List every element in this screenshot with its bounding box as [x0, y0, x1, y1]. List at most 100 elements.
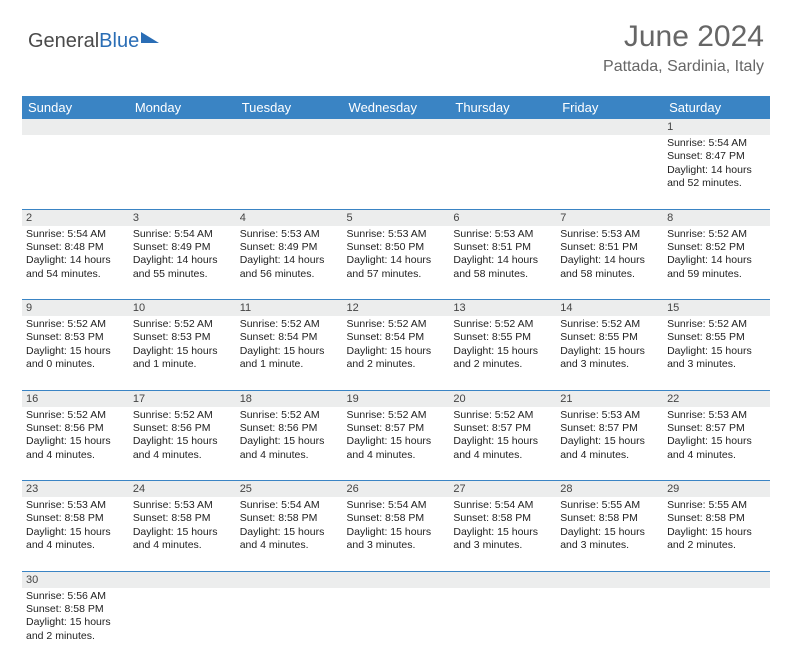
day-number-cell: 27 — [449, 481, 556, 498]
day-number-cell: 1 — [663, 119, 770, 135]
empty-cell — [449, 135, 556, 209]
day-cell: Sunrise: 5:53 AMSunset: 8:57 PMDaylight:… — [663, 407, 770, 481]
week-row: Sunrise: 5:54 AMSunset: 8:48 PMDaylight:… — [22, 226, 770, 300]
day-number: 20 — [449, 391, 556, 407]
day-cell: Sunrise: 5:52 AMSunset: 8:56 PMDaylight:… — [129, 407, 236, 481]
day-number: 24 — [129, 481, 236, 497]
sunset-text: Sunset: 8:49 PM — [133, 241, 232, 254]
day-number-cell: 26 — [343, 481, 450, 498]
day-cell: Sunrise: 5:54 AMSunset: 8:49 PMDaylight:… — [129, 226, 236, 300]
location-subtitle: Pattada, Sardinia, Italy — [28, 58, 764, 76]
sunset-text: Sunset: 8:58 PM — [667, 512, 766, 525]
sunset-text: Sunset: 8:48 PM — [26, 241, 125, 254]
day-number-row: 23242526272829 — [22, 481, 770, 498]
sunset-text: Sunset: 8:56 PM — [26, 422, 125, 435]
day-number: 25 — [236, 481, 343, 497]
week-row: Sunrise: 5:53 AMSunset: 8:58 PMDaylight:… — [22, 497, 770, 571]
day-number-cell — [236, 119, 343, 135]
daylight-text: Daylight: 15 hours and 2 minutes. — [667, 526, 766, 553]
day-cell: Sunrise: 5:53 AMSunset: 8:58 PMDaylight:… — [129, 497, 236, 571]
sunset-text: Sunset: 8:58 PM — [133, 512, 232, 525]
day-number-cell: 20 — [449, 390, 556, 407]
daylight-text: Daylight: 14 hours and 52 minutes. — [667, 164, 766, 191]
sunset-text: Sunset: 8:49 PM — [240, 241, 339, 254]
sunset-text: Sunset: 8:56 PM — [133, 422, 232, 435]
sunset-text: Sunset: 8:58 PM — [26, 512, 125, 525]
week-row: Sunrise: 5:52 AMSunset: 8:56 PMDaylight:… — [22, 407, 770, 481]
sunset-text: Sunset: 8:54 PM — [240, 331, 339, 344]
day-number-cell — [343, 571, 450, 588]
day-number-cell — [236, 571, 343, 588]
day-cell: Sunrise: 5:54 AMSunset: 8:58 PMDaylight:… — [236, 497, 343, 571]
sunrise-text: Sunrise: 5:53 AM — [667, 409, 766, 422]
day-cell: Sunrise: 5:54 AMSunset: 8:48 PMDaylight:… — [22, 226, 129, 300]
empty-cell — [129, 135, 236, 209]
day-cell: Sunrise: 5:52 AMSunset: 8:57 PMDaylight:… — [343, 407, 450, 481]
sunrise-text: Sunrise: 5:53 AM — [453, 228, 552, 241]
daylight-text: Daylight: 15 hours and 4 minutes. — [453, 435, 552, 462]
day-header-row: Sunday Monday Tuesday Wednesday Thursday… — [22, 96, 770, 119]
day-number-cell: 8 — [663, 209, 770, 226]
day-header: Monday — [129, 96, 236, 119]
empty-cell — [556, 588, 663, 662]
sunrise-text: Sunrise: 5:55 AM — [667, 499, 766, 512]
day-number: 19 — [343, 391, 450, 407]
day-number-cell: 29 — [663, 481, 770, 498]
day-number-cell — [343, 119, 450, 135]
sunset-text: Sunset: 8:57 PM — [667, 422, 766, 435]
day-number: 1 — [663, 119, 770, 135]
day-number: 26 — [343, 481, 450, 497]
day-number-cell: 7 — [556, 209, 663, 226]
day-number: 14 — [556, 300, 663, 316]
daylight-text: Daylight: 14 hours and 54 minutes. — [26, 254, 125, 281]
daylight-text: Daylight: 14 hours and 57 minutes. — [347, 254, 446, 281]
day-number: 2 — [22, 210, 129, 226]
sunrise-text: Sunrise: 5:52 AM — [26, 409, 125, 422]
empty-cell — [129, 588, 236, 662]
sunrise-text: Sunrise: 5:53 AM — [347, 228, 446, 241]
day-cell: Sunrise: 5:53 AMSunset: 8:50 PMDaylight:… — [343, 226, 450, 300]
daylight-text: Daylight: 15 hours and 1 minute. — [240, 345, 339, 372]
daylight-text: Daylight: 15 hours and 3 minutes. — [560, 526, 659, 553]
day-number-cell: 10 — [129, 300, 236, 317]
day-header: Wednesday — [343, 96, 450, 119]
day-number-cell: 22 — [663, 390, 770, 407]
day-cell: Sunrise: 5:53 AMSunset: 8:51 PMDaylight:… — [449, 226, 556, 300]
day-number-cell — [129, 119, 236, 135]
sunrise-text: Sunrise: 5:53 AM — [240, 228, 339, 241]
day-number-row: 9101112131415 — [22, 300, 770, 317]
sunset-text: Sunset: 8:51 PM — [453, 241, 552, 254]
day-number: 22 — [663, 391, 770, 407]
sunset-text: Sunset: 8:55 PM — [453, 331, 552, 344]
empty-cell — [449, 588, 556, 662]
day-number-row: 30 — [22, 571, 770, 588]
daylight-text: Daylight: 14 hours and 58 minutes. — [560, 254, 659, 281]
day-number-cell — [449, 119, 556, 135]
daylight-text: Daylight: 15 hours and 1 minute. — [133, 345, 232, 372]
empty-cell — [22, 135, 129, 209]
day-number: 12 — [343, 300, 450, 316]
week-row: Sunrise: 5:52 AM Sunset: 8:53 PM Daylight:… — [22, 316, 770, 390]
day-cell: Sunrise: 5:53 AMSunset: 8:57 PMDaylight:… — [556, 407, 663, 481]
sunrise-text: Sunrise: 5:52 AM — [240, 409, 339, 422]
daylight-text: Daylight: 15 hours and 4 minutes. — [133, 435, 232, 462]
day-cell: Sunrise: 5:52 AMSunset: 8:53 PMDaylight:… — [129, 316, 236, 390]
day-cell: Sunrise: 5:52 AMSunset: 8:55 PMDaylight:… — [556, 316, 663, 390]
day-number-cell — [22, 119, 129, 135]
sunrise-text: Sunrise: 5:53 AM — [26, 499, 125, 512]
sunrise-text: Sunrise: 5:52 AM — [240, 318, 339, 331]
sunrise-text: Sunrise: 5:56 AM — [26, 590, 125, 603]
sunrise-text: Sunrise: 5:53 AM — [560, 409, 659, 422]
day-number-cell — [663, 571, 770, 588]
day-number: 27 — [449, 481, 556, 497]
sunset-text: Sunset: 8:55 PM — [560, 331, 659, 344]
sunrise-text: Sunrise: 5:54 AM — [240, 499, 339, 512]
day-number-cell: 5 — [343, 209, 450, 226]
calendar-table: Sunday Monday Tuesday Wednesday Thursday… — [22, 96, 770, 662]
day-number: 28 — [556, 481, 663, 497]
week-row: Sunrise: 5:54 AMSunset: 8:47 PMDaylight:… — [22, 135, 770, 209]
sunset-text: Sunset: 8:53 PM — [26, 331, 125, 344]
day-number-cell: 13 — [449, 300, 556, 317]
sunset-text: Sunset: 8:57 PM — [347, 422, 446, 435]
sunset-text: Sunset: 8:58 PM — [560, 512, 659, 525]
